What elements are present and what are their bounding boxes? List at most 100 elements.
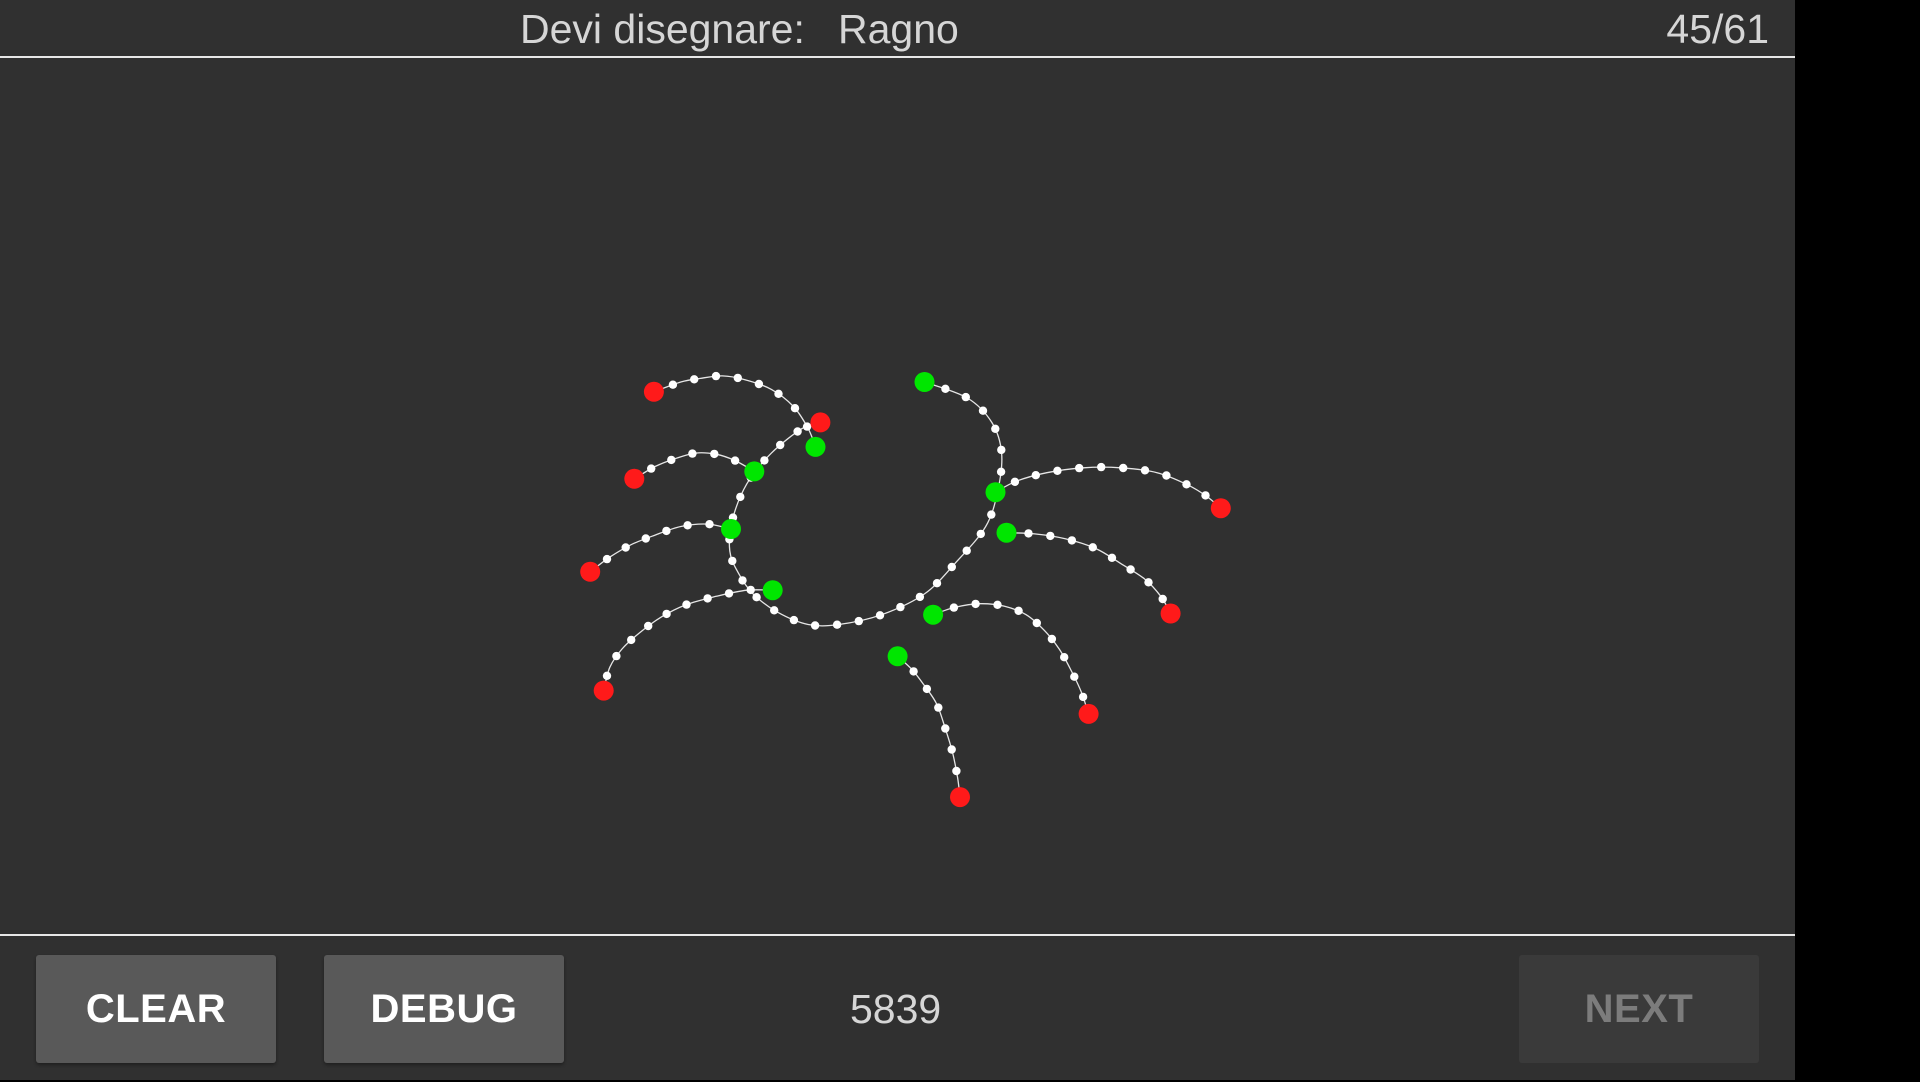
sample-point [790,404,800,413]
sample-point [802,422,812,431]
sample-point [987,510,996,519]
sample-point [810,621,820,630]
sample-point [915,592,925,602]
stroke-end-point [950,787,970,808]
sample-point [854,616,863,626]
sample-point [602,671,612,680]
sample-point [909,667,918,676]
sample-point [789,615,799,625]
progress-counter: 45/61 [1666,6,1769,52]
sample-point [1107,553,1117,562]
sample-point [1140,466,1150,475]
sample-point [733,373,742,383]
drawing-strokes [589,375,1222,798]
screen-edge [1795,0,1920,1080]
sample-point [602,554,612,564]
sample-point [971,599,980,609]
sample-point [730,456,740,465]
sample-point [644,621,653,631]
sample-point [1067,536,1077,545]
sample-point [1010,477,1020,486]
sample-point [728,556,737,566]
sample-point [736,492,745,502]
sample-point [978,406,988,415]
stroke-start-point [721,519,741,539]
app-window: Devi disegnare: Ragno 45/61 CLEAR DEBUG … [0,0,1795,1080]
sample-point [1031,471,1041,480]
sample-point [1047,634,1057,644]
stroke-2 [653,375,817,448]
sample-point [774,389,783,398]
sample-point [941,724,950,733]
sample-point [1182,480,1191,489]
sample-point [896,602,905,612]
sample-point [1097,462,1106,472]
sample-point [1078,692,1088,702]
sample-point [662,526,671,536]
sample-point [752,593,761,602]
sample-point [746,585,755,595]
sample-point [641,534,650,543]
stroke-4 [589,523,732,573]
sample-point [705,520,714,529]
header-bar: Devi disegnare: Ragno 45/61 [0,0,1795,58]
sample-point [703,594,712,603]
stroke-start-point [762,580,783,601]
stroke-1 [728,381,1003,627]
sample-point [875,611,885,620]
sample-point [947,562,956,572]
clear-button[interactable]: CLEAR [36,955,276,1063]
stroke-start-point [887,646,908,667]
sample-point [760,456,769,465]
sample-point [776,440,785,450]
stroke-end-point [1078,703,1099,724]
sample-point [1158,594,1167,604]
stroke-end-point [580,561,601,582]
stroke-8 [1006,532,1172,614]
sample-point [1014,606,1023,615]
stroke-end-point [624,468,645,489]
sample-point [1075,463,1084,473]
sample-point [662,609,671,619]
stroke-5 [603,589,773,691]
sample-point [668,380,678,389]
sample-point [1053,466,1062,475]
drawing-canvas[interactable] [0,58,1795,934]
sample-point [754,379,764,389]
sample-point [1119,463,1128,473]
stroke-start-point [914,372,935,392]
sample-point [962,546,971,555]
sample-point [952,766,961,776]
sample-point [770,606,779,615]
sample-point [710,449,719,459]
sample-point [1144,578,1153,587]
sample-point [1046,531,1055,541]
stroke-end-point [593,680,614,701]
next-button[interactable]: NEXT [1519,955,1759,1063]
stroke-end-point [643,381,664,402]
sample-point [1060,653,1069,662]
sample-point [1162,471,1171,480]
sample-point [991,424,1000,433]
sample-point [934,703,943,712]
sample-point [947,745,956,754]
drawing-points [580,371,1231,808]
footer-bar: CLEAR DEBUG 5839 NEXT [0,934,1795,1082]
sample-point [961,392,970,402]
sample-point [993,600,1002,609]
prompt-label: Devi disegnare: [520,6,805,52]
sample-point [1032,618,1042,628]
sample-point [682,600,691,609]
stroke-6 [897,655,961,798]
sample-point [690,375,699,384]
stroke-start-point [923,604,944,625]
sample-point [932,579,942,588]
sample-point [724,589,734,598]
stroke-end-point [1210,498,1231,519]
debug-button[interactable]: DEBUG [324,955,564,1063]
stroke-start-point [744,461,765,482]
sample-point [1126,565,1135,574]
sample-point [1088,543,1098,552]
sample-point [1201,491,1210,500]
sample-point [647,464,656,473]
